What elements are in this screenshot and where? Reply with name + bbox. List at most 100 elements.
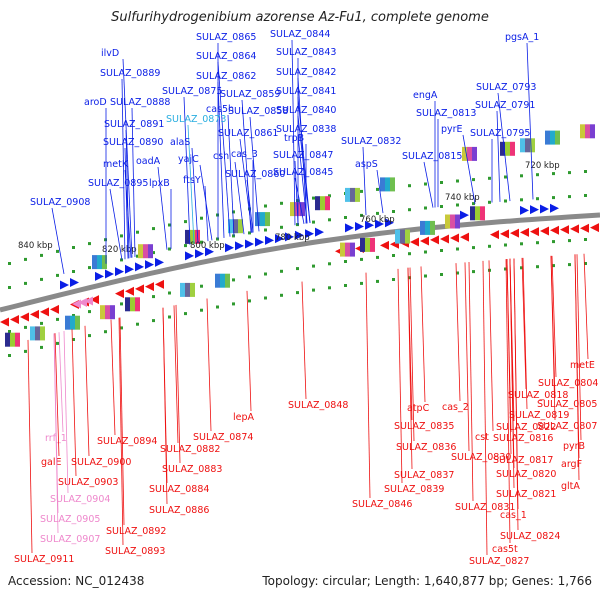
bottom-gene-label: SULAZ_0911 xyxy=(14,554,74,565)
gene-feature-block xyxy=(360,237,365,252)
kbp-tick-label: 780 kbp xyxy=(275,233,310,243)
backbone-ring xyxy=(0,212,600,313)
forward-gene-arrow xyxy=(365,220,374,230)
gene-feature-block xyxy=(148,244,153,259)
track-tick xyxy=(136,254,139,258)
top-leader-line xyxy=(187,124,195,245)
top-gene-label: SULAZ_0864 xyxy=(196,51,256,62)
track-tick xyxy=(264,296,267,300)
gene-feature-block xyxy=(530,138,535,153)
track-tick xyxy=(88,242,91,246)
gene-feature-block xyxy=(10,332,15,347)
bottom-gene-label: SULAZ_0821 xyxy=(496,489,556,500)
top-gene-label: pgsA_1 xyxy=(505,32,539,43)
track-tick xyxy=(120,234,123,238)
top-leader-line xyxy=(204,185,209,242)
track-tick xyxy=(72,246,75,249)
track-tick xyxy=(120,326,123,330)
top-gene-label: aspS xyxy=(355,159,378,170)
reverse-gene-arrow xyxy=(30,309,39,319)
gene-feature-block xyxy=(255,212,260,227)
reverse-gene-arrow xyxy=(430,235,439,245)
bottom-gene-label: SULAZ_0894 xyxy=(97,436,157,447)
bottom-leader-line xyxy=(84,325,90,457)
track-tick xyxy=(280,225,283,229)
track-tick xyxy=(56,273,59,277)
top-leader-line xyxy=(191,147,199,244)
gene-feature-block xyxy=(40,326,45,341)
bottom-gene-label: SULAZ_0836 xyxy=(396,442,456,453)
top-gene-label: SULAZ_0862 xyxy=(196,71,256,82)
bottom-leader-line xyxy=(54,333,60,457)
track-tick xyxy=(504,199,507,203)
top-leader-line xyxy=(183,96,191,245)
reverse-gene-arrow xyxy=(590,223,599,233)
reverse-gene-arrow xyxy=(10,314,19,324)
reverse-gene-arrow xyxy=(20,312,29,322)
gene-feature-block xyxy=(545,130,550,145)
top-gene-label: SULAZ_0793 xyxy=(476,82,536,93)
genome-summary-text: Topology: circular; Length: 1,640,877 bp… xyxy=(262,574,592,588)
bottom-gene-label: cst xyxy=(475,432,489,443)
bottom-leader-line xyxy=(505,259,511,544)
track-tick xyxy=(200,240,203,244)
bottom-gene-label: SULAZ_0804 xyxy=(538,378,598,389)
reverse-gene-arrow xyxy=(380,240,389,250)
reverse-gene-arrow xyxy=(540,226,549,236)
pink-gene-arrow xyxy=(78,298,87,308)
track-tick xyxy=(376,279,379,283)
forward-gene-arrow xyxy=(125,264,134,274)
track-tick xyxy=(392,210,395,213)
gene-feature-block xyxy=(190,282,195,297)
track-tick xyxy=(408,276,411,280)
track-tick xyxy=(472,270,475,274)
track-tick xyxy=(424,206,427,210)
forward-gene-arrow xyxy=(185,251,194,261)
top-leader-line xyxy=(297,115,311,223)
forward-gene-arrow xyxy=(265,235,274,245)
bottom-gene-label: atpC xyxy=(407,403,430,414)
bottom-gene-label: SULAZ_0903 xyxy=(58,477,118,488)
track-tick xyxy=(376,187,379,191)
reverse-gene-arrow xyxy=(510,228,519,238)
gene-feature-block xyxy=(390,177,395,192)
track-tick xyxy=(232,278,235,282)
reverse-gene-arrow xyxy=(90,295,99,305)
track-tick xyxy=(24,257,27,261)
top-gene-label: SULAZ_0861 xyxy=(218,128,278,139)
track-tick xyxy=(88,310,91,314)
gene-feature-block xyxy=(345,187,350,202)
top-gene-label: yajC xyxy=(178,154,199,165)
top-gene-label: trpB xyxy=(284,133,304,144)
top-leader-line xyxy=(497,92,511,202)
gene-feature-block xyxy=(462,146,467,161)
gene-feature-block xyxy=(455,214,460,229)
gene-feature-block xyxy=(5,332,10,347)
track-tick xyxy=(552,196,555,200)
reverse-gene-arrow xyxy=(530,227,539,237)
track-tick xyxy=(200,308,203,312)
gene-feature-block xyxy=(510,141,515,156)
bottom-leader-line xyxy=(301,281,307,400)
bottom-gene-label: SULAZ_0839 xyxy=(384,484,444,495)
gene-feature-block xyxy=(320,196,325,211)
bottom-leader-line xyxy=(175,304,181,464)
top-gene-label: SULAZ_0813 xyxy=(416,108,476,119)
top-gene-label: SULAZ_0845 xyxy=(273,167,333,178)
track-tick xyxy=(344,284,347,287)
track-tick xyxy=(248,275,251,279)
bottom-gene-label: gltA xyxy=(561,481,580,492)
gene-feature-block xyxy=(365,237,370,252)
bottom-leader-line xyxy=(509,258,515,489)
bottom-gene-label: SULAZ_0886 xyxy=(149,505,209,516)
track-tick xyxy=(56,341,59,345)
track-tick xyxy=(504,243,507,247)
bottom-gene-label: SULAZ_0900 xyxy=(71,457,131,468)
top-gene-label: SULAZ_0840 xyxy=(276,105,336,116)
reverse-gene-arrow xyxy=(450,233,459,243)
top-gene-label: alaS xyxy=(170,137,190,148)
bottom-leader-line xyxy=(506,258,512,455)
track-tick xyxy=(392,278,395,281)
track-tick xyxy=(72,270,75,273)
bottom-leader-line xyxy=(110,319,116,436)
